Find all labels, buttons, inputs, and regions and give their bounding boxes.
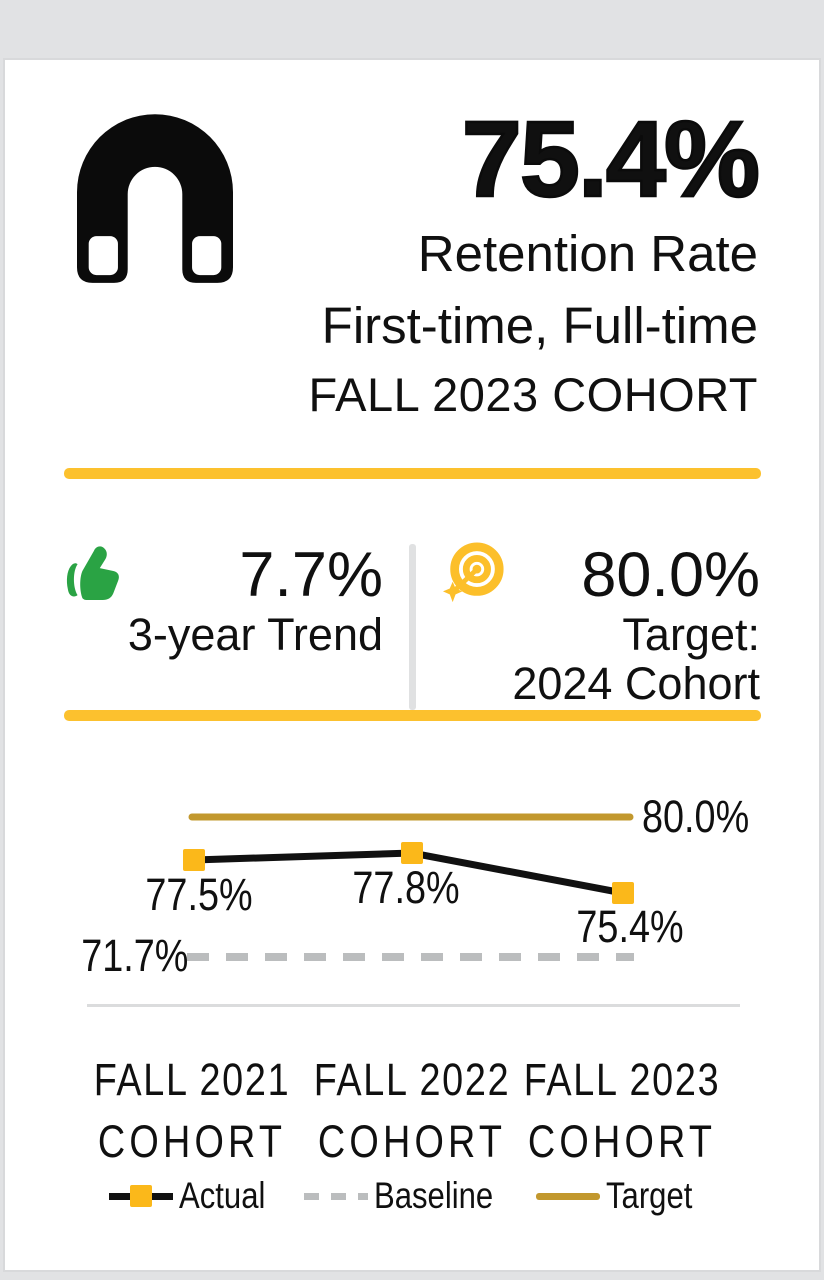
divider-bottom	[64, 710, 761, 721]
x-axis-line	[87, 1004, 740, 1007]
retention-rate-value: 75.4%	[461, 98, 762, 219]
stats-divider	[409, 544, 416, 710]
legend-label-target: Target	[605, 1175, 693, 1216]
divider-top	[64, 468, 761, 479]
magnet-icon	[77, 114, 233, 283]
actual-marker-3	[612, 882, 634, 904]
legend-item-baseline: Baseline	[303, 1175, 516, 1217]
population-label: First-time, Full-time	[321, 297, 758, 354]
target-value: 80.0%	[581, 540, 760, 610]
x-axis-label-fall-2022: FALL 2022 COHORT	[313, 1054, 511, 1167]
baseline-label: 71.7%	[81, 930, 189, 981]
actual-swatch-icon	[109, 1185, 173, 1207]
retention-rate-card: 75.4% Retention Rate First-time, Full-ti…	[3, 58, 821, 1272]
retention-rate-label: Retention Rate	[417, 225, 758, 282]
actual-point-label-2: 77.8%	[352, 862, 460, 913]
target-line-label: 80.0%	[642, 791, 750, 842]
trend-label: 3-year Trend	[127, 609, 383, 660]
hero-text-block: 75.4% Retention Rate First-time, Full-ti…	[198, 98, 762, 428]
thumbs-up-icon	[66, 546, 119, 600]
chart-legend: Actual Baseline Target	[109, 1175, 709, 1217]
actual-point-label-3: 75.4%	[576, 901, 684, 952]
legend-item-target: Target	[535, 1175, 709, 1217]
target-label: Target:	[622, 609, 760, 660]
target-swatch-icon	[535, 1192, 600, 1200]
target-icon	[442, 542, 504, 603]
legend-label-baseline: Baseline	[373, 1175, 494, 1216]
legend-item-actual: Actual	[109, 1175, 282, 1217]
cohort-label: FALL 2023 COHORT	[308, 368, 758, 421]
legend-label-actual: Actual	[179, 1175, 266, 1216]
target-cohort-label: 2024 Cohort	[512, 658, 760, 709]
x-axis-label-fall-2021: FALL 2021 COHORT	[93, 1054, 291, 1167]
actual-marker-2	[401, 842, 423, 864]
target-stat: 80.0% Target: 2024 Cohort	[430, 540, 760, 708]
magnet-pole-left	[88, 236, 118, 276]
baseline-swatch-icon	[303, 1192, 368, 1200]
retention-trend-chart	[183, 813, 634, 961]
trend-value: 7.7%	[239, 540, 383, 610]
magnet-pole-right	[192, 236, 222, 276]
actual-point-label-1: 77.5%	[145, 869, 253, 920]
actual-marker-1	[183, 849, 205, 871]
x-axis-label-fall-2023: FALL 2023 COHORT	[523, 1054, 721, 1167]
trend-stat: 7.7% 3-year Trend	[53, 540, 383, 659]
